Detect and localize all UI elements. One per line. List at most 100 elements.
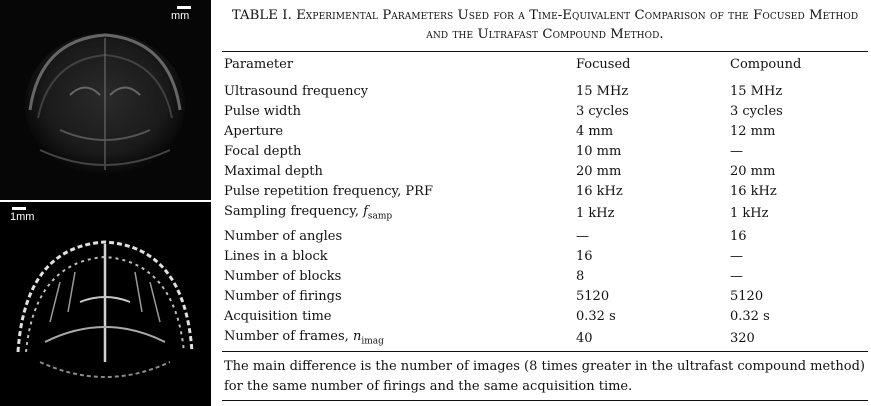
- compound-cell-text: 12 mm: [730, 124, 776, 139]
- scale-bar-label: mm: [171, 10, 190, 22]
- scale-bar-line: [12, 207, 26, 210]
- compound-cell-text: 5120: [730, 288, 764, 304]
- caption-text: Experimental Parameters Used for a Time-…: [296, 8, 859, 42]
- table-row: Aperture 4 mm 12 mm: [222, 122, 868, 142]
- focused-cell-text: 16: [576, 248, 593, 264]
- table-row: Pulse repetition frequency, PRF 16 kHz 16 …: [222, 182, 868, 202]
- compound-cell-text: —: [730, 268, 743, 284]
- focused-cell: 3 cycles: [574, 102, 728, 122]
- bottom-rule: [222, 400, 868, 402]
- table-rows: Ultrasound frequency 15 MHz 15 MHz Pulse wi…: [222, 78, 868, 351]
- focused-cell: 1 kHz: [574, 202, 728, 227]
- brain-scan-compound: [0, 202, 211, 406]
- parameter-cell-text: Maximal depth: [224, 164, 323, 179]
- focused-cell: 8: [574, 267, 728, 287]
- focused-cell: 15 MHz: [574, 78, 728, 102]
- compound-cell: 12 mm: [728, 122, 868, 142]
- compound-cell: 15 MHz: [728, 78, 868, 102]
- header-parameter: Parameter: [224, 57, 294, 72]
- parameter-cell-text: Pulse width: [224, 104, 301, 119]
- focused-cell-text: 20 mm: [576, 164, 622, 179]
- header-compound: Compound: [730, 57, 802, 72]
- parameter-cell-text: Number of blocks: [224, 268, 342, 284]
- compound-cell: —: [728, 142, 868, 162]
- math-symbol: f: [363, 204, 368, 219]
- focused-cell: 16 kHz: [574, 182, 728, 202]
- compound-cell: 0.32 s: [728, 307, 868, 327]
- focused-cell: 40: [574, 327, 728, 352]
- parameter-cell-text: Pulse repetition frequency, PRF: [224, 184, 433, 199]
- parameter-cell: Number of angles: [222, 227, 574, 247]
- compound-cell-text: 16 kHz: [730, 184, 777, 199]
- scale-bar-top: mm: [171, 6, 197, 22]
- parameter-cell-text: Number of frames,: [224, 328, 353, 344]
- focused-cell-text: 4 mm: [576, 124, 614, 139]
- header-row: Parameter Focused Compound: [222, 52, 868, 78]
- table-body: Parameter Focused Compound Ultrasound fr…: [222, 52, 868, 351]
- top-rule: [222, 51, 868, 52]
- table-footnote: The main difference is the number of ima…: [224, 359, 865, 395]
- table-row: Number of angles — 16: [222, 227, 868, 247]
- table-row: Focal depth 10 mm —: [222, 142, 868, 162]
- focused-cell: 0.32 s: [574, 307, 728, 327]
- header-focused: Focused: [576, 57, 631, 72]
- focused-cell-text: 8: [576, 268, 585, 284]
- parameter-cell: Pulse width: [222, 102, 574, 122]
- table-caption: TABLE I. Experimental Parameters Used fo…: [222, 6, 868, 44]
- table-row: Sampling frequency, fsamp 1 kHz 1 kHz: [222, 202, 868, 227]
- parameter-cell: Focal depth: [222, 142, 574, 162]
- parameter-cell: Ultrasound frequency: [222, 78, 574, 102]
- scale-bar-bottom: 1mm: [10, 207, 34, 223]
- parameter-cell-text: Acquisition time: [224, 308, 332, 324]
- focused-ultrasound-image: mm: [0, 0, 211, 200]
- compound-cell-text: 1 kHz: [730, 206, 769, 222]
- table-row: Number of frames, nimag 40 320: [222, 327, 868, 352]
- compound-cell: 5120: [728, 287, 868, 307]
- math-subscript: samp: [367, 211, 393, 222]
- parameter-cell-text: Focal depth: [224, 144, 302, 159]
- compound-cell-text: 3 cycles: [730, 104, 783, 119]
- focused-cell: 16: [574, 247, 728, 267]
- focused-cell-text: 0.32 s: [576, 308, 616, 324]
- ultrasound-figure: mm 1mm: [0, 0, 211, 406]
- compound-cell-text: 15 MHz: [730, 84, 783, 99]
- focused-cell-text: 1 kHz: [576, 206, 615, 222]
- parameter-cell-text: Number of firings: [224, 288, 342, 304]
- compound-cell-text: 320: [730, 330, 755, 346]
- table-row: Ultrasound frequency 15 MHz 15 MHz: [222, 78, 868, 102]
- compound-cell-text: —: [730, 248, 743, 264]
- parameter-cell-text: Lines in a block: [224, 248, 328, 264]
- table-row: Number of blocks 8 —: [222, 267, 868, 287]
- table-row: Maximal depth 20 mm 20 mm: [222, 162, 868, 182]
- focused-cell-text: —: [576, 228, 589, 244]
- focused-cell: 20 mm: [574, 162, 728, 182]
- focused-cell-text: 40: [576, 330, 593, 346]
- parameter-cell: Number of firings: [222, 287, 574, 307]
- caption-prefix: TABLE I.: [231, 8, 292, 23]
- parameter-cell: Number of blocks: [222, 267, 574, 287]
- table-row: Lines in a block 16 —: [222, 247, 868, 267]
- compound-cell: 320: [728, 327, 868, 352]
- focused-cell: 5120: [574, 287, 728, 307]
- parameter-cell: Sampling frequency, fsamp: [222, 202, 574, 227]
- compound-cell-text: 0.32 s: [730, 308, 770, 324]
- parameter-cell-text: Ultrasound frequency: [224, 84, 369, 99]
- compound-cell: 3 cycles: [728, 102, 868, 122]
- compound-cell-text: —: [730, 144, 743, 159]
- middle-rule: [222, 351, 868, 353]
- table-row: Acquisition time 0.32 s 0.32 s: [222, 307, 868, 327]
- compound-cell: 16 kHz: [728, 182, 868, 202]
- compound-cell-text: 16: [730, 228, 747, 244]
- scale-bar-line: [177, 6, 191, 9]
- focused-cell: 10 mm: [574, 142, 728, 162]
- focused-cell-text: 3 cycles: [576, 104, 629, 119]
- parameter-cell-text: Aperture: [224, 124, 284, 139]
- focused-cell-text: 15 MHz: [576, 84, 629, 99]
- brain-scan-focused: [0, 0, 211, 200]
- focused-cell-text: 5120: [576, 288, 610, 304]
- focused-cell: —: [574, 227, 728, 247]
- compound-cell: —: [728, 267, 868, 287]
- compound-cell: 1 kHz: [728, 202, 868, 227]
- compound-cell-text: 20 mm: [730, 164, 776, 179]
- scale-bar-label: 1mm: [10, 211, 35, 223]
